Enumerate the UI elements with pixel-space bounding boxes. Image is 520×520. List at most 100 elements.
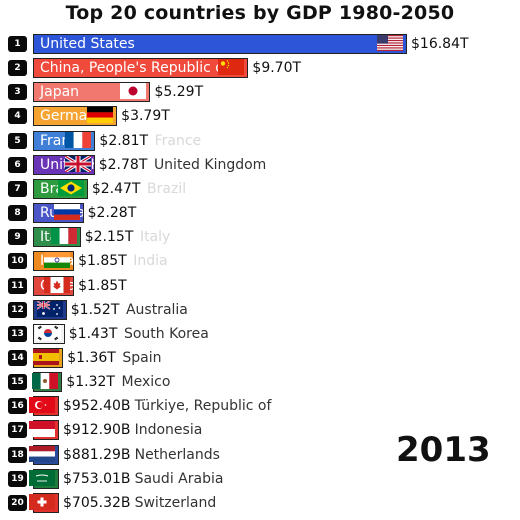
bar-row: 16 $952.40B Türkiye, Republic of xyxy=(0,395,520,417)
bar-row: 20 $705.32B Switzerland xyxy=(0,492,520,514)
value-label: $753.01B xyxy=(63,470,131,487)
turkey-flag-icon xyxy=(29,397,55,414)
value-label: $1.85T xyxy=(78,253,127,270)
country-name-label: Spain xyxy=(122,349,162,366)
country-name-label: Australia xyxy=(125,301,188,318)
brazil-flag-icon xyxy=(57,179,84,196)
japan-flag-icon xyxy=(120,83,147,100)
value-label: $2.28T xyxy=(87,205,137,222)
rank-badge: 18 xyxy=(8,446,27,463)
country-name-label: Türkiye, Republic of xyxy=(134,398,272,415)
bar-row: 1 United States $16.84T xyxy=(0,33,520,55)
country-name-label: Saudi Arabia xyxy=(134,470,224,487)
germany-flag-icon xyxy=(87,107,114,124)
value-label: $1.32T xyxy=(66,374,115,391)
bar-row: 8Russian Federation$2.28T xyxy=(0,202,520,224)
value-label: $912.90B xyxy=(63,422,131,439)
rank-badge: 16 xyxy=(8,398,27,415)
country-name-label: Brazil xyxy=(147,180,187,197)
bar-row: 19 $753.01B Saudi Arabia xyxy=(0,468,520,490)
switzerland-flag-icon xyxy=(29,493,55,510)
value-label: $2.81T xyxy=(99,132,149,149)
chart-title: Top 20 countries by GDP 1980-2050 xyxy=(65,2,455,24)
country-name-label: France xyxy=(154,132,202,149)
value-label: $2.47T xyxy=(91,180,141,197)
spain-flag-icon xyxy=(33,348,60,365)
rank-badge: 4 xyxy=(8,108,27,125)
rank-badge: 19 xyxy=(8,470,27,487)
bar-inside-label: United States xyxy=(40,36,135,52)
value-label: $1.85T xyxy=(78,277,127,294)
bar: China, People's Republic of xyxy=(33,58,249,79)
italy-flag-icon xyxy=(50,228,77,245)
value-label: $3.79T xyxy=(121,108,170,125)
rank-badge: 20 xyxy=(8,494,27,511)
rank-badge: 9 xyxy=(8,229,27,246)
value-label: $2.78T xyxy=(98,156,148,173)
uk-flag-icon xyxy=(64,155,91,172)
value-label: $1.36T xyxy=(67,349,116,366)
value-label: $1.52T xyxy=(70,301,120,318)
rank-badge: 6 xyxy=(8,156,27,173)
country-name-label: Switzerland xyxy=(134,494,217,511)
bar-row: 17 $912.90B Indonesia xyxy=(0,419,520,441)
value-label: $1.43T xyxy=(68,325,118,342)
us-flag-icon xyxy=(377,35,403,51)
value-label: $5.29T xyxy=(154,84,204,101)
bar-row: 2 China, People's Republic of $9.70T xyxy=(0,57,520,79)
saudi-arabia-flag-icon xyxy=(29,469,55,486)
rank-badge: 12 xyxy=(8,301,27,318)
value-label: $2.15T xyxy=(84,229,134,246)
year-label: 2013 xyxy=(396,430,491,470)
rank-badge: 3 xyxy=(8,84,27,101)
rank-badge: 11 xyxy=(8,277,27,294)
australia-flag-icon xyxy=(36,300,63,317)
rank-badge: 1 xyxy=(8,36,27,52)
indonesia-flag-icon xyxy=(29,421,55,438)
country-name-label: Indonesia xyxy=(134,422,203,439)
rank-badge: 17 xyxy=(8,422,27,439)
value-label: $952.40B xyxy=(63,398,131,415)
rank-badge: 13 xyxy=(8,325,27,342)
value-label: $9.70T xyxy=(252,60,302,77)
bar-row: 14 $1.36T Spain xyxy=(0,347,520,369)
bar-inside-label: Japan xyxy=(40,84,80,101)
russia-flag-icon xyxy=(53,204,80,221)
india-flag-icon xyxy=(44,252,71,269)
bar-row: 18 $881.29B Netherlands xyxy=(0,444,520,466)
rank-badge: 8 xyxy=(8,205,27,222)
bar-row: 15 $1.32T Mexico xyxy=(0,371,520,393)
bar-inside-label: China, People's Republic of xyxy=(40,60,229,77)
mexico-flag-icon xyxy=(32,373,59,390)
country-name-label: South Korea xyxy=(123,325,209,342)
france-flag-icon xyxy=(65,131,92,148)
value-label: $881.29B xyxy=(63,446,131,463)
rank-badge: 2 xyxy=(8,60,27,77)
bar: United States xyxy=(33,34,407,54)
bar-row: 11Canada$1.85T xyxy=(0,275,520,297)
rank-badge: 7 xyxy=(8,180,27,197)
bar-row: 3 Japan $5.29T xyxy=(0,81,520,103)
value-label: $16.84T xyxy=(411,36,469,52)
country-name-label: Mexico xyxy=(121,374,171,391)
country-name-label: Netherlands xyxy=(134,446,220,463)
country-name-label: Italy xyxy=(139,229,171,246)
rank-badge: 5 xyxy=(8,132,27,149)
rank-badge: 14 xyxy=(8,349,27,366)
china-flag-icon xyxy=(218,59,245,76)
bar-row: 5 France $2.81T France xyxy=(0,130,520,152)
bar-row: 13 $1.43T South Korea xyxy=(0,323,520,345)
bar-row: 4 Germany $3.79T xyxy=(0,105,520,127)
country-name-label: United Kingdom xyxy=(153,156,267,173)
netherlands-flag-icon xyxy=(29,445,55,462)
rank-badge: 15 xyxy=(8,374,27,391)
value-label: $705.32B xyxy=(63,494,131,511)
canada-flag-icon xyxy=(44,276,71,293)
country-name-label: India xyxy=(133,253,168,270)
rank-badge: 10 xyxy=(8,253,27,270)
